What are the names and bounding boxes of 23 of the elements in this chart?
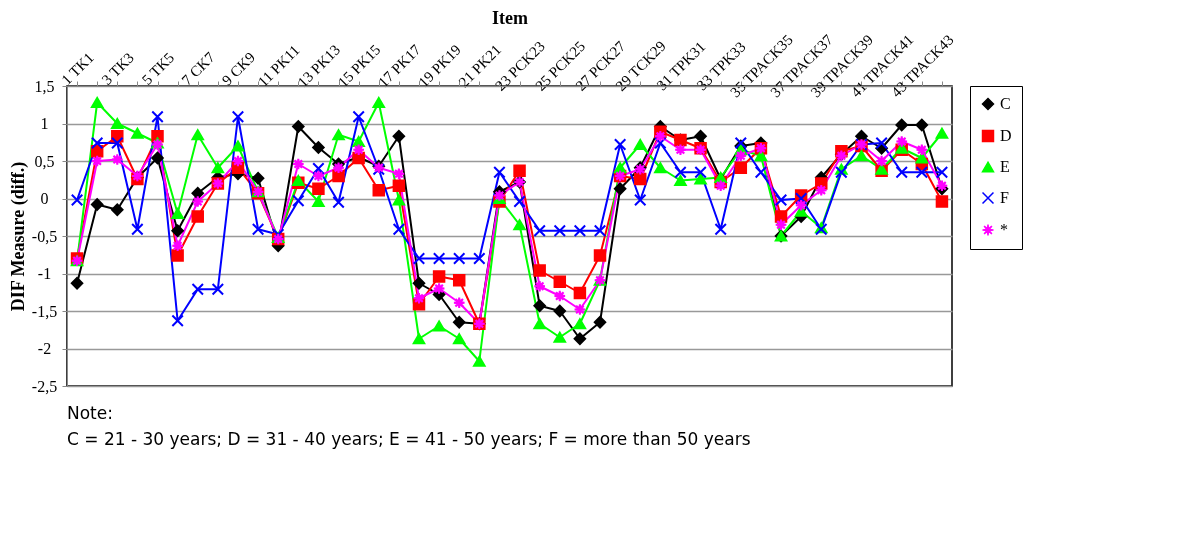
- y-axis-title: DIF Measure (diff.): [7, 161, 29, 312]
- text: C = 21 - 30 years; D = 31 - 40 years; E = 41 - 50 years; F = more than 50 years: [67, 429, 751, 449]
- y-tick-label: -0,5: [31, 227, 58, 245]
- legend-label: C: [1000, 95, 1011, 112]
- legend-label: D: [1000, 127, 1012, 144]
- legend-label: E: [1000, 158, 1010, 175]
- x-axis-title: Item: [492, 8, 528, 29]
- y-tick-label: 1: [40, 115, 49, 132]
- y-tick-label: 0: [40, 190, 49, 207]
- y-tick-label: 1,5: [34, 77, 55, 95]
- y-tick-label: -2,5: [31, 377, 58, 395]
- x-tick-label: 1 TK1: [58, 49, 97, 88]
- x-tick-label: 9 CK9: [218, 49, 259, 89]
- x-tick-label: 7 CK7: [178, 48, 219, 89]
- y-tick-label: -1: [37, 265, 52, 282]
- x-tick-label: 3 TK3: [98, 49, 138, 88]
- legend-label: F: [1000, 189, 1009, 206]
- x-tick-label: 5 TK5: [138, 49, 178, 88]
- y-tick-label: 0,5: [34, 152, 55, 170]
- legend-label: *: [1000, 221, 1008, 238]
- text: Note:: [67, 403, 113, 423]
- y-tick-label: -1,5: [31, 302, 58, 320]
- y-tick-label: -2: [37, 340, 52, 357]
